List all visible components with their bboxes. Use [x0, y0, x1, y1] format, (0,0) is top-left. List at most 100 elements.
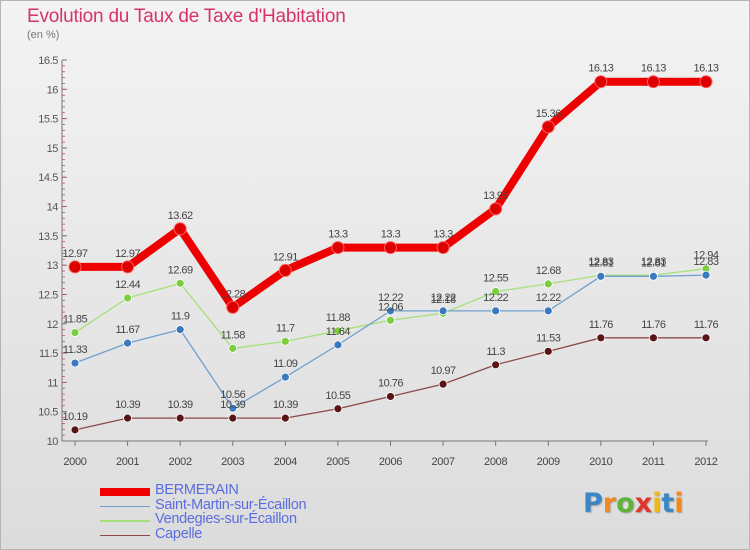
data-point — [175, 278, 185, 288]
data-point — [649, 271, 658, 281]
data-label: 12.83 — [641, 256, 666, 268]
data-point — [701, 270, 711, 280]
data-label: 12.22 — [431, 292, 456, 304]
data-point — [175, 413, 185, 423]
proxiti-logo: Proxiti — [583, 488, 684, 519]
data-label: 11.33 — [63, 344, 88, 356]
data-point — [173, 222, 187, 236]
data-label: 12.94 — [693, 250, 718, 262]
data-point — [699, 75, 713, 89]
data-label: 12.97 — [115, 248, 140, 260]
data-point — [386, 392, 395, 401]
x-tick-label: 2000 — [63, 456, 86, 468]
data-point — [333, 404, 343, 414]
x-tick-label: 2007 — [431, 456, 454, 468]
data-point — [280, 336, 290, 346]
data-point — [70, 358, 80, 368]
data-point — [701, 333, 711, 343]
data-label: 12.81 — [641, 257, 666, 269]
legend-swatch — [100, 505, 150, 508]
x-tick-label: 2011 — [642, 456, 665, 468]
x-tick-label: 2012 — [694, 456, 717, 468]
y-tick-label: 10 — [47, 436, 59, 448]
data-point — [70, 425, 80, 435]
y-tick-label: 12.5 — [38, 289, 58, 301]
data-point — [543, 279, 553, 289]
x-tick-label: 2004 — [274, 456, 297, 468]
data-label: 12.69 — [168, 264, 193, 276]
data-point — [384, 241, 397, 255]
data-point — [438, 379, 448, 389]
data-point — [489, 202, 503, 216]
data-label: 12.81 — [588, 257, 613, 269]
x-tick-label: 2006 — [379, 456, 402, 468]
y-tick-label: 11.5 — [39, 348, 58, 360]
x-tick-label: 2005 — [326, 456, 349, 468]
y-tick-label: 10.5 — [38, 407, 58, 419]
data-point — [226, 300, 240, 314]
data-point — [596, 333, 606, 343]
legend-label: Vendegies-sur-Écaillon — [155, 511, 297, 527]
logo-letter: i — [652, 488, 662, 519]
logo-letter: P — [583, 488, 603, 519]
data-label: 12.22 — [536, 292, 561, 304]
data-label: 12.91 — [273, 251, 298, 263]
data-label: 12.83 — [693, 256, 718, 268]
data-label: 11.58 — [221, 329, 246, 341]
data-point — [436, 241, 450, 255]
data-label: 10.97 — [431, 365, 456, 377]
data-point — [278, 263, 292, 277]
logo-letter: r — [602, 488, 617, 519]
data-point — [70, 328, 80, 337]
logo-letter: i — [674, 488, 684, 519]
data-label: 12.97 — [62, 248, 87, 260]
data-label: 10.39 — [115, 399, 140, 411]
data-point — [438, 306, 448, 316]
data-point — [649, 333, 658, 343]
data-label: 13.3 — [328, 229, 348, 241]
data-point — [596, 271, 606, 281]
legend-swatch — [100, 520, 150, 522]
x-tick-label: 2001 — [116, 456, 139, 468]
data-point — [491, 306, 501, 316]
data-label: 10.19 — [62, 411, 87, 423]
data-point — [491, 287, 501, 296]
y-tick-label: 13.5 — [38, 231, 58, 243]
data-label: 10.55 — [325, 390, 350, 402]
data-label: 11.09 — [273, 358, 298, 370]
data-label: 11.76 — [641, 319, 666, 331]
data-label: 16.13 — [693, 63, 718, 75]
x-tick-label: 2008 — [484, 456, 507, 468]
data-point — [121, 260, 135, 274]
data-point — [331, 241, 345, 255]
y-tick-label: 13 — [47, 260, 59, 272]
data-point — [333, 326, 343, 336]
data-point — [280, 413, 290, 423]
data-label: 13.3 — [433, 229, 453, 241]
data-point — [386, 315, 395, 325]
data-label: 13.96 — [483, 190, 508, 202]
data-label: 12.18 — [431, 294, 456, 306]
logo-letter: x — [634, 488, 653, 519]
data-label: 12.44 — [115, 279, 140, 291]
data-point — [228, 403, 238, 413]
data-label: 11.7 — [276, 322, 295, 334]
data-label: 10.39 — [168, 399, 193, 411]
unit-note: (en %) — [27, 29, 60, 41]
data-point — [228, 413, 238, 423]
data-label: 11.53 — [536, 332, 561, 344]
legend-label: Capelle — [155, 525, 203, 542]
x-tick-label: 2003 — [221, 456, 244, 468]
data-label: 11.3 — [486, 346, 505, 358]
data-label: 11.64 — [326, 326, 351, 338]
data-label: 11.85 — [63, 314, 88, 326]
data-label: 12.22 — [483, 292, 508, 304]
data-label: 16.13 — [588, 63, 613, 75]
data-point — [594, 75, 608, 89]
data-label: 12.68 — [536, 265, 561, 277]
data-label: 10.39 — [220, 399, 245, 411]
data-label: 11.76 — [589, 319, 614, 331]
data-label: 11.67 — [115, 324, 140, 336]
y-tick-label: 12 — [47, 319, 59, 331]
